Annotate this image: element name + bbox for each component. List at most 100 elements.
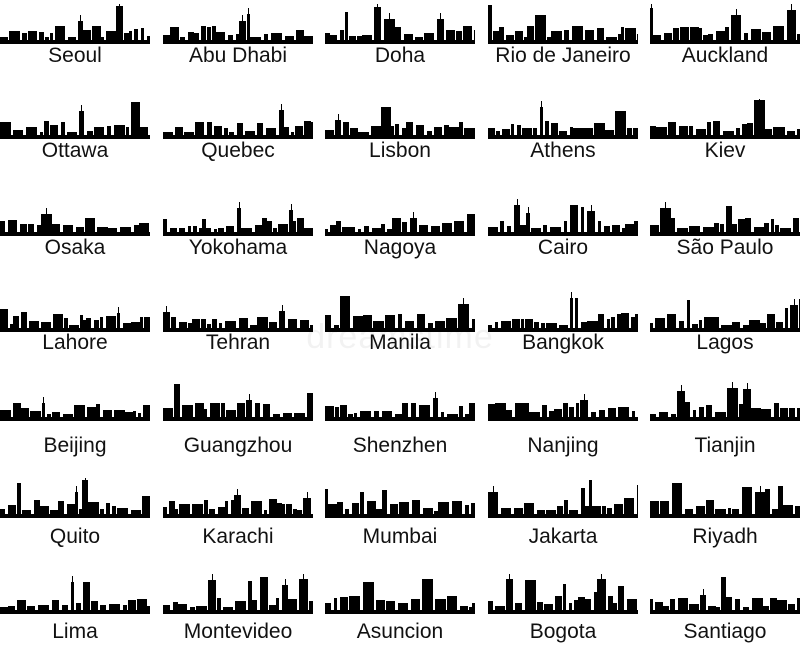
- skyline-silhouette-icon: [488, 292, 638, 332]
- skyline-silhouette-icon: [488, 394, 638, 421]
- skyline-silhouette-icon: [0, 478, 150, 518]
- city-skyline-cell: Montevideo: [163, 0, 313, 648]
- city-skyline-cell: São Paulo: [650, 0, 800, 648]
- city-name-label: Seoul: [48, 44, 102, 67]
- city-skyline-cell: Doha: [325, 0, 475, 648]
- city-name-label: Cairo: [537, 236, 589, 259]
- city-name-label: Rio de Janeiro: [495, 44, 631, 67]
- city-name-label: Karachi: [202, 525, 274, 548]
- city-name-label: Athens: [530, 139, 596, 162]
- skyline-silhouette-icon: [650, 202, 800, 236]
- skyline-silhouette-icon: [325, 212, 475, 236]
- city-name-label: Mumbai: [362, 525, 438, 548]
- city-skyline-cell: Shenzhen: [325, 0, 475, 648]
- city-name-label: Santiago: [683, 620, 767, 643]
- city-name-label: São Paulo: [676, 236, 774, 259]
- skyline-silhouette-icon: [0, 102, 150, 139]
- city-skyline-cell: Kiev: [650, 0, 800, 648]
- skyline-silhouette-icon: [0, 208, 150, 236]
- skyline-silhouette-icon: [163, 202, 313, 236]
- skyline-silhouette-icon: [650, 299, 800, 332]
- skyline-silhouette-icon: [163, 8, 313, 44]
- city-name-label: Lisbon: [369, 139, 431, 162]
- city-name-label: Beijing: [43, 434, 107, 457]
- city-skyline-cell: Lima: [0, 0, 150, 648]
- city-skyline-cell: Bangkok: [488, 0, 638, 648]
- skyline-silhouette-icon: [325, 4, 475, 44]
- city-name-label: Asuncion: [356, 620, 444, 643]
- skyline-silhouette-icon: [650, 483, 800, 518]
- city-skyline-cell: Mumbai: [325, 0, 475, 648]
- city-skyline-cell: Guangzhou: [163, 0, 313, 648]
- city-name-label: Quebec: [201, 139, 275, 162]
- city-name-label: Tianjin: [694, 434, 756, 457]
- city-name-label: Nanjing: [527, 434, 599, 457]
- city-skyline-cell: Lagos: [650, 0, 800, 648]
- city-skyline-cell: Quito: [0, 0, 150, 648]
- city-skyline-cell: Santiago: [650, 0, 800, 648]
- city-name-label: Doha: [374, 44, 426, 67]
- city-name-label: Lagos: [696, 331, 754, 354]
- city-skyline-cell: Jakarta: [488, 0, 638, 648]
- city-skyline-cell: Nagoya: [325, 0, 475, 648]
- city-skyline-cell: Bogota: [488, 0, 638, 648]
- skyline-silhouette-icon: [0, 4, 150, 44]
- skyline-silhouette-icon: [325, 296, 475, 332]
- city-name-label: Jakarta: [528, 525, 598, 548]
- city-name-label: Bangkok: [522, 331, 604, 354]
- city-name-label: Abu Dhabi: [188, 44, 288, 67]
- skyline-silhouette-icon: [650, 99, 800, 139]
- city-skyline-cell: Auckland: [650, 0, 800, 648]
- skyline-silhouette-icon: [0, 576, 150, 614]
- city-skyline-cell: Asuncion: [325, 0, 475, 648]
- city-skyline-cell: Karachi: [163, 0, 313, 648]
- skyline-silhouette-icon: [488, 5, 638, 44]
- city-skyline-cell: Riyadh: [650, 0, 800, 648]
- city-name-label: Riyadh: [692, 525, 758, 548]
- city-skyline-cell: Athens: [488, 0, 638, 648]
- city-name-label: Lima: [52, 620, 98, 643]
- skyline-silhouette-icon: [163, 574, 313, 614]
- skyline-silhouette-icon: [325, 107, 475, 139]
- skyline-silhouette-icon: [0, 307, 150, 332]
- city-skyline-cell: Cairo: [488, 0, 638, 648]
- city-name-label: Osaka: [44, 236, 106, 259]
- city-name-label: Ottawa: [41, 139, 109, 162]
- city-name-label: Lahore: [42, 331, 108, 354]
- city-skyline-cell: Quebec: [163, 0, 313, 648]
- city-skyline-cell: Manila: [325, 0, 475, 648]
- skyline-silhouette-icon: [325, 579, 475, 614]
- city-skyline-cell: Beijing: [0, 0, 150, 648]
- city-name-label: Tehran: [205, 331, 271, 354]
- city-name-label: Yokohama: [188, 236, 288, 259]
- city-name-label: Montevideo: [183, 620, 293, 643]
- city-skyline-cell: Seoul: [0, 0, 150, 648]
- city-name-label: Manila: [369, 331, 431, 354]
- skyline-silhouette-icon: [163, 104, 313, 139]
- city-skyline-cell: Abu Dhabi: [163, 0, 313, 648]
- city-skyline-cell: Nanjing: [488, 0, 638, 648]
- city-skyline-cell: Lisbon: [325, 0, 475, 648]
- city-skyline-cell: Lahore: [0, 0, 150, 648]
- city-name-label: Kiev: [704, 139, 746, 162]
- city-skyline-cell: Osaka: [0, 0, 150, 648]
- city-name-label: Shenzhen: [352, 434, 448, 457]
- skyline-silhouette-icon: [325, 392, 475, 421]
- skyline-silhouette-icon: [650, 4, 800, 44]
- skyline-silhouette-icon: [0, 397, 150, 421]
- city-name-label: Guangzhou: [183, 434, 293, 457]
- city-skyline-cell: Rio de Janeiro: [488, 0, 638, 648]
- city-name-label: Auckland: [681, 44, 769, 67]
- skyline-silhouette-icon: [488, 101, 638, 139]
- skyline-silhouette-icon: [488, 199, 638, 236]
- skyline-silhouette-icon: [650, 382, 800, 421]
- city-skyline-cell: Yokohama: [163, 0, 313, 648]
- city-skyline-cell: Tehran: [163, 0, 313, 648]
- city-skyline-cell: Ottawa: [0, 0, 150, 648]
- skyline-silhouette-icon: [163, 489, 313, 518]
- skyline-silhouette-icon: [650, 577, 800, 614]
- city-name-label: Quito: [49, 525, 101, 548]
- skyline-silhouette-icon: [325, 489, 475, 518]
- city-skyline-cell: Tianjin: [650, 0, 800, 648]
